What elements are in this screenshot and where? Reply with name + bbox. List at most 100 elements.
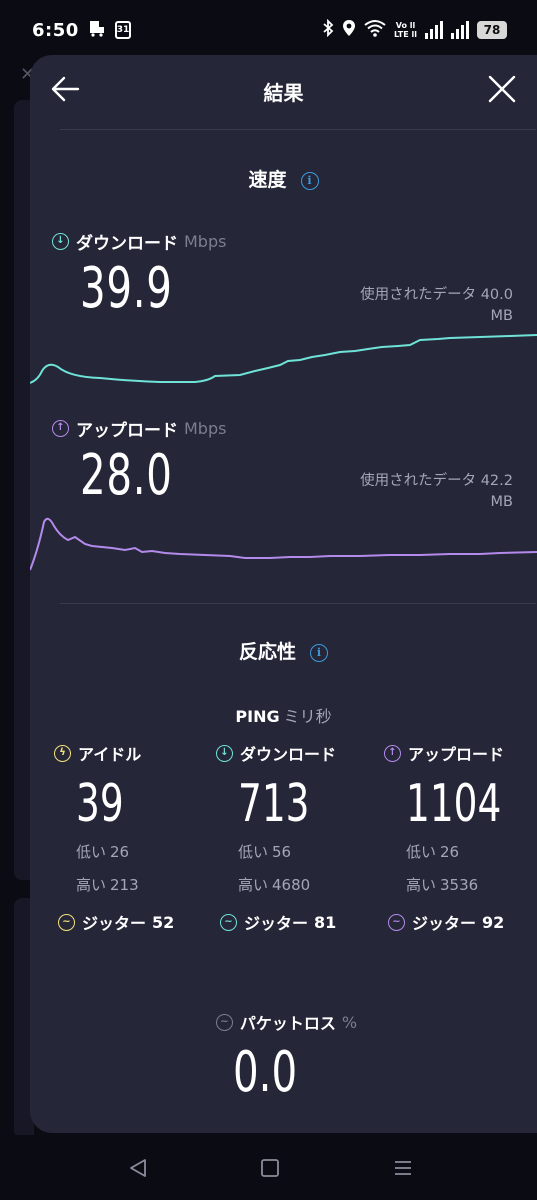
info-icon[interactable]: i bbox=[300, 172, 319, 190]
ping-idle-high: 高い 213 bbox=[76, 874, 224, 897]
download-icon: ↓ bbox=[52, 233, 69, 250]
status-left: 6:50 31 bbox=[32, 19, 131, 41]
nav-recents-button[interactable] bbox=[390, 1155, 416, 1181]
speed-title-text: 速度 bbox=[248, 169, 287, 191]
status-time: 6:50 bbox=[32, 19, 79, 41]
bluetooth-icon bbox=[322, 18, 334, 41]
low-value: 26 bbox=[440, 843, 460, 861]
page-title: 結果 bbox=[263, 81, 304, 105]
upload-label-text: アップロード bbox=[76, 421, 178, 441]
download-speed-label: ↓ ダウンロード Mbps bbox=[52, 229, 226, 254]
volte-indicator: Vo ll LTE ll bbox=[394, 21, 417, 39]
ping-upload-column: ↑ アップロード 1104 低い 26 高い 3536 bbox=[384, 741, 537, 897]
ping-upload-high: 高い 3536 bbox=[406, 874, 537, 897]
info-icon[interactable]: i bbox=[310, 644, 328, 662]
packet-loss-value: 0.0 bbox=[233, 1040, 298, 1105]
low-label: 低い bbox=[406, 843, 437, 861]
low-value: 26 bbox=[110, 843, 130, 861]
upload-data-used: 使用されたデータ 42.2 MB bbox=[313, 471, 513, 513]
jitter-label: ジッター bbox=[82, 914, 147, 933]
ping-idle-label: ϟ アイドル bbox=[54, 741, 224, 765]
jitter-upload: ~ ジッター 92 bbox=[388, 910, 504, 934]
wifi-icon bbox=[364, 19, 386, 41]
home-square-icon bbox=[261, 1159, 279, 1177]
status-bar: 6:50 31 Vo ll LTE ll 78 bbox=[0, 0, 537, 60]
jitter-wave-icon: ~ bbox=[388, 913, 405, 931]
background-card-edge bbox=[14, 100, 34, 880]
low-label: 低い bbox=[238, 843, 269, 861]
jitter-wave-icon: ~ bbox=[58, 913, 75, 931]
ping-download-label-text: ダウンロード bbox=[240, 745, 337, 764]
system-nav-bar bbox=[0, 1135, 537, 1200]
idle-icon: ϟ bbox=[54, 744, 71, 762]
back-triangle-icon bbox=[130, 1159, 146, 1177]
ping-download-value: 713 bbox=[238, 774, 310, 834]
packet-loss-unit: % bbox=[341, 1012, 358, 1032]
high-value: 3536 bbox=[440, 876, 479, 894]
back-button[interactable] bbox=[48, 71, 84, 107]
ping-label: PING bbox=[235, 707, 280, 726]
download-unit: Mbps bbox=[184, 232, 227, 251]
download-data-used-line1: 使用されたデータ 40.0 bbox=[360, 287, 513, 303]
ping-download-label: ↓ ダウンロード bbox=[216, 741, 386, 765]
jitter-idle: ~ ジッター 52 bbox=[58, 910, 174, 934]
ping-idle-low: 低い 26 bbox=[76, 841, 224, 864]
signal-2-icon bbox=[451, 21, 469, 39]
recents-menu-icon bbox=[395, 1161, 411, 1175]
download-data-used-line2: MB bbox=[490, 308, 513, 324]
high-label: 高い bbox=[238, 876, 269, 894]
nav-back-button[interactable] bbox=[126, 1155, 152, 1181]
jitter-label: ジッター bbox=[244, 914, 309, 933]
jitter-download: ~ ジッター 81 bbox=[220, 910, 336, 934]
jitter-value: 52 bbox=[152, 912, 175, 932]
high-value: 4680 bbox=[272, 876, 311, 894]
download-icon: ↓ bbox=[216, 744, 233, 762]
volte-line2: LTE ll bbox=[394, 30, 417, 39]
calendar-icon: 31 bbox=[114, 21, 131, 39]
packet-loss-label-text: パケットロス bbox=[239, 1014, 336, 1033]
close-button[interactable] bbox=[484, 71, 520, 107]
download-speed-value: 39.9 bbox=[80, 256, 173, 321]
status-right: Vo ll LTE ll 78 bbox=[322, 18, 507, 41]
upload-speed-value: 28.0 bbox=[80, 443, 173, 508]
packet-loss-label: ~ パケットロス % bbox=[30, 1010, 537, 1034]
upload-icon: ↑ bbox=[384, 744, 401, 762]
low-value: 56 bbox=[272, 843, 292, 861]
upload-speed-label: ↑ アップロード Mbps bbox=[52, 416, 226, 441]
nav-home-button[interactable] bbox=[257, 1155, 283, 1181]
battery-indicator: 78 bbox=[477, 21, 507, 39]
volte-line1: Vo ll bbox=[395, 21, 416, 30]
signal-1-icon bbox=[425, 21, 443, 39]
ping-idle-value: 39 bbox=[76, 774, 124, 834]
result-sheet: 結果 速度 i ↓ ダウンロード Mbps 39.9 使用されたデータ 40.0 … bbox=[30, 55, 537, 1133]
ping-upload-low: 低い 26 bbox=[406, 841, 537, 864]
header: 結果 bbox=[30, 55, 537, 129]
ping-idle-column: ϟ アイドル 39 低い 26 高い 213 bbox=[54, 741, 224, 897]
upload-unit: Mbps bbox=[184, 419, 227, 438]
packet-loss-icon: ~ bbox=[215, 1013, 233, 1031]
header-divider bbox=[60, 129, 536, 130]
app-notification-icon bbox=[89, 19, 105, 41]
ping-heading: PING ミリ秒 bbox=[30, 703, 537, 727]
download-speed-graph bbox=[30, 334, 537, 384]
section-divider bbox=[60, 603, 536, 604]
low-label: 低い bbox=[76, 843, 107, 861]
ping-idle-label-text: アイドル bbox=[78, 745, 142, 764]
ping-upload-value: 1104 bbox=[406, 774, 502, 834]
speed-section-title: 速度 i bbox=[30, 165, 537, 192]
jitter-value: 92 bbox=[482, 912, 505, 932]
ping-download-low: 低い 56 bbox=[238, 841, 386, 864]
jitter-value: 81 bbox=[314, 912, 337, 932]
arrow-left-icon bbox=[51, 76, 80, 102]
ping-upload-label: ↑ アップロード bbox=[384, 741, 537, 765]
upload-speed-graph bbox=[30, 517, 537, 571]
upload-data-used-line1: 使用されたデータ 42.2 bbox=[360, 473, 513, 489]
high-label: 高い bbox=[76, 876, 107, 894]
responsiveness-title-text: 反応性 bbox=[238, 641, 296, 663]
responsiveness-section-title: 反応性 i bbox=[30, 637, 537, 664]
ping-download-high: 高い 4680 bbox=[238, 874, 386, 897]
ping-upload-label-text: アップロード bbox=[408, 745, 505, 764]
jitter-label: ジッター bbox=[412, 914, 477, 933]
location-icon bbox=[342, 19, 356, 41]
ping-download-column: ↓ ダウンロード 713 低い 56 高い 4680 bbox=[216, 741, 386, 897]
